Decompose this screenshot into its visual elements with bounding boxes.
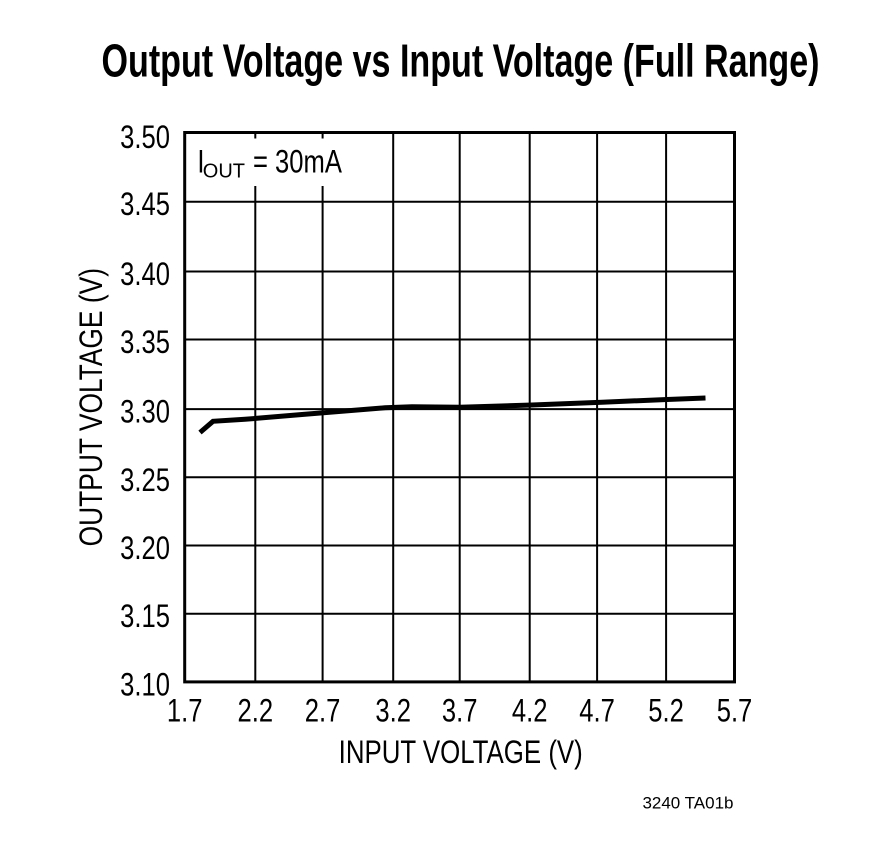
svg-text:3.50: 3.50 (120, 120, 170, 155)
svg-text:4.2: 4.2 (512, 694, 548, 729)
svg-text:Output Voltage vs Input Voltag: Output Voltage vs Input Voltage (Full Ra… (102, 34, 820, 86)
svg-text:3.2: 3.2 (375, 694, 411, 729)
svg-text:OUTPUT VOLTAGE (V): OUTPUT VOLTAGE (V) (74, 268, 110, 546)
svg-text:3240 TA01b: 3240 TA01b (642, 794, 733, 813)
svg-text:3.45: 3.45 (120, 188, 170, 223)
svg-text:3.40: 3.40 (120, 257, 170, 292)
svg-text:2.7: 2.7 (305, 694, 341, 729)
svg-text:3.10: 3.10 (120, 668, 170, 703)
svg-text:3.25: 3.25 (120, 463, 170, 498)
svg-text:3.35: 3.35 (120, 325, 170, 360)
svg-text:3.15: 3.15 (120, 600, 170, 635)
svg-text:5.7: 5.7 (717, 694, 753, 729)
svg-text:4.7: 4.7 (579, 694, 615, 729)
svg-text:3.7: 3.7 (442, 694, 478, 729)
svg-text:INPUT VOLTAGE (V): INPUT VOLTAGE (V) (339, 735, 583, 770)
svg-text:3.20: 3.20 (120, 531, 170, 566)
svg-text:1.7: 1.7 (167, 694, 203, 729)
svg-text:OUT: OUT (203, 161, 245, 183)
svg-text:5.2: 5.2 (648, 694, 684, 729)
svg-text:2.2: 2.2 (238, 694, 274, 729)
svg-text:3.30: 3.30 (120, 395, 170, 430)
